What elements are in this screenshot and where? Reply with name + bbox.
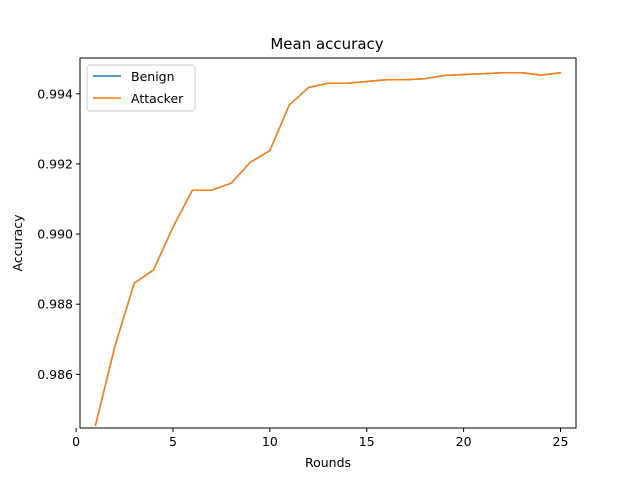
x-tick-label: 25 (553, 434, 569, 449)
y-tick-label: 0.994 (37, 86, 73, 101)
y-axis-label: Accuracy (10, 214, 25, 272)
chart-title: Mean accuracy (270, 35, 383, 53)
y-axis: 0.986 0.988 0.990 0.992 0.994 (37, 86, 80, 382)
x-axis: 0 5 10 15 20 25 (72, 428, 568, 449)
x-tick-label: 20 (456, 434, 472, 449)
legend: Benign Attacker (86, 64, 196, 112)
y-tick-label: 0.990 (37, 227, 73, 242)
x-axis-label: Rounds (305, 455, 351, 470)
legend-label-attacker: Attacker (131, 91, 184, 106)
series-layer (94, 71, 562, 427)
x-tick-label: 5 (169, 434, 177, 449)
legend-label-benign: Benign (131, 69, 175, 84)
axes-frame (79, 57, 577, 429)
y-tick-label: 0.992 (37, 156, 73, 171)
y-tick-label: 0.986 (37, 367, 73, 382)
y-tick-label: 0.988 (37, 297, 73, 312)
x-tick-label: 10 (262, 434, 278, 449)
x-tick-label: 15 (359, 434, 375, 449)
x-tick-label: 0 (72, 434, 80, 449)
series-line-attacker (94, 71, 562, 427)
plot-area (79, 57, 577, 429)
